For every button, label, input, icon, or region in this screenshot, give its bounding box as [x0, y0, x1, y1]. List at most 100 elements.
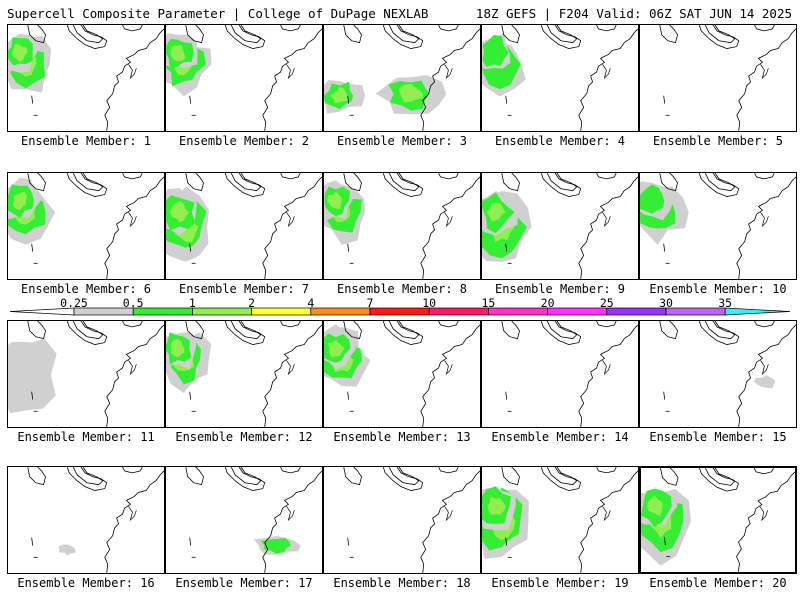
coastline [262, 176, 322, 279]
scp-contour-strong [327, 191, 343, 210]
ensemble-member-panel[interactable]: Ensemble Member: 19 [481, 466, 639, 596]
colorbar-tick-label: 15 [481, 296, 496, 310]
member-label-prefix: Ensemble Member: [175, 576, 299, 590]
member-number: 4 [617, 134, 626, 148]
ensemble-member-panel[interactable]: Ensemble Member: 4 [481, 24, 639, 154]
ensemble-member-label: Ensemble Member: 16 [1, 576, 171, 590]
forecast-map [323, 320, 481, 428]
member-label-prefix: Ensemble Member: [649, 430, 773, 444]
colorbar-tick-label: 1 [188, 296, 196, 310]
ensemble-member-label: Ensemble Member: 8 [317, 282, 487, 296]
member-label-prefix: Ensemble Member: [494, 134, 618, 148]
forecast-map [639, 320, 797, 428]
member-label-prefix: Ensemble Member: [649, 576, 773, 590]
ensemble-member-label: Ensemble Member: 18 [317, 576, 487, 590]
ensemble-member-panel[interactable]: Ensemble Member: 9 [481, 172, 639, 302]
coastline [578, 324, 638, 427]
forecast-map [639, 466, 797, 574]
ensemble-member-label: Ensemble Member: 12 [159, 430, 329, 444]
ensemble-member-label: Ensemble Member: 13 [317, 430, 487, 444]
coastline [262, 470, 322, 573]
forecast-map [165, 466, 323, 574]
member-label-prefix: Ensemble Member: [17, 576, 141, 590]
ensemble-member-panel[interactable]: Ensemble Member: 3 [323, 24, 481, 154]
ensemble-member-panel[interactable]: Ensemble Member: 1 [7, 24, 165, 154]
ensemble-member-panel[interactable]: Ensemble Member: 8 [323, 172, 481, 302]
member-number: 1 [143, 134, 152, 148]
ensemble-member-panel[interactable]: Ensemble Member: 2 [165, 24, 323, 154]
member-number: 8 [459, 282, 468, 296]
coastline [420, 324, 480, 427]
ensemble-member-panel[interactable]: Ensemble Member: 16 [7, 466, 165, 596]
member-label-prefix: Ensemble Member: [491, 430, 615, 444]
ensemble-member-label: Ensemble Member: 6 [1, 282, 171, 296]
member-number: 3 [459, 134, 468, 148]
ensemble-member-panel[interactable]: Ensemble Member: 14 [481, 320, 639, 450]
member-label-prefix: Ensemble Member: [336, 282, 460, 296]
ensemble-member-label: Ensemble Member: 1 [1, 134, 171, 148]
ensemble-member-panel[interactable]: Ensemble Member: 6 [7, 172, 165, 302]
member-number: 13 [456, 430, 471, 444]
product-title: Supercell Composite Parameter | College … [7, 6, 429, 21]
colorbar-tick-label: 2 [248, 296, 256, 310]
member-number: 2 [301, 134, 310, 148]
ensemble-member-label: Ensemble Member: 14 [475, 430, 645, 444]
member-number: 15 [772, 430, 787, 444]
member-number: 16 [140, 576, 155, 590]
scp-contour-strong [399, 83, 424, 103]
ensemble-member-label: Ensemble Member: 15 [633, 430, 800, 444]
member-label-prefix: Ensemble Member: [175, 430, 299, 444]
ensemble-member-panel[interactable]: Ensemble Member: 18 [323, 466, 481, 596]
colorbar-tick-label: 30 [659, 296, 673, 310]
colorbar-tick-label: 7 [366, 296, 374, 310]
ensemble-member-panel[interactable]: Ensemble Member: 10 [639, 172, 797, 302]
ensemble-member-panel[interactable]: Ensemble Member: 7 [165, 172, 323, 302]
forecast-map [639, 172, 797, 280]
colorbar-tick-label: 0.25 [60, 296, 88, 310]
coastline [420, 176, 480, 279]
ensemble-member-panel[interactable]: Ensemble Member: 11 [7, 320, 165, 450]
ensemble-member-label: Ensemble Member: 20 [633, 576, 800, 590]
ensemble-member-label: Ensemble Member: 7 [159, 282, 329, 296]
ensemble-member-panel[interactable]: Ensemble Member: 5 [639, 24, 797, 154]
member-label-prefix: Ensemble Member: [20, 134, 144, 148]
scp-contour-moderate [260, 537, 291, 554]
member-number: 17 [298, 576, 313, 590]
ensemble-member-panel[interactable]: Ensemble Member: 15 [639, 320, 797, 450]
forecast-map [165, 320, 323, 428]
coastline [104, 324, 164, 427]
scp-contour-strong [12, 191, 28, 211]
ensemble-member-panel[interactable]: Ensemble Member: 13 [323, 320, 481, 450]
forecast-map [323, 24, 481, 132]
coastline [104, 176, 164, 279]
forecast-map [165, 24, 323, 132]
scp-contour-moderate [640, 184, 665, 214]
forecast-map [7, 24, 165, 132]
forecast-map [481, 466, 639, 574]
valid-time-label: 18Z GEFS | F204 Valid: 06Z SAT JUN 14 20… [475, 6, 792, 21]
coastline [262, 324, 322, 427]
ensemble-member-label: Ensemble Member: 17 [159, 576, 329, 590]
member-label-prefix: Ensemble Member: [652, 134, 776, 148]
member-number: 12 [298, 430, 313, 444]
forecast-map [7, 466, 165, 574]
coastline [262, 28, 322, 131]
forecast-map [165, 172, 323, 280]
colorbar-tick-label: 0.5 [122, 296, 144, 310]
coastline [578, 176, 638, 279]
coastline [420, 28, 480, 131]
ensemble-member-label: Ensemble Member: 5 [633, 134, 800, 148]
colorbar-tick-label: 35 [718, 296, 733, 310]
coastline [578, 470, 638, 573]
ensemble-member-panel[interactable]: Ensemble Member: 17 [165, 466, 323, 596]
scp-contour-strong [169, 200, 190, 223]
member-label-prefix: Ensemble Member: [649, 282, 773, 296]
member-label-prefix: Ensemble Member: [333, 430, 457, 444]
ensemble-member-panel[interactable]: Ensemble Member: 12 [165, 320, 323, 450]
scp-contour-strong [486, 203, 506, 222]
forecast-map [639, 24, 797, 132]
ensemble-member-panel[interactable]: Ensemble Member: 20 [639, 466, 797, 596]
coastline [420, 470, 480, 573]
scp-contour-strong [328, 340, 345, 358]
member-label-prefix: Ensemble Member: [20, 282, 144, 296]
